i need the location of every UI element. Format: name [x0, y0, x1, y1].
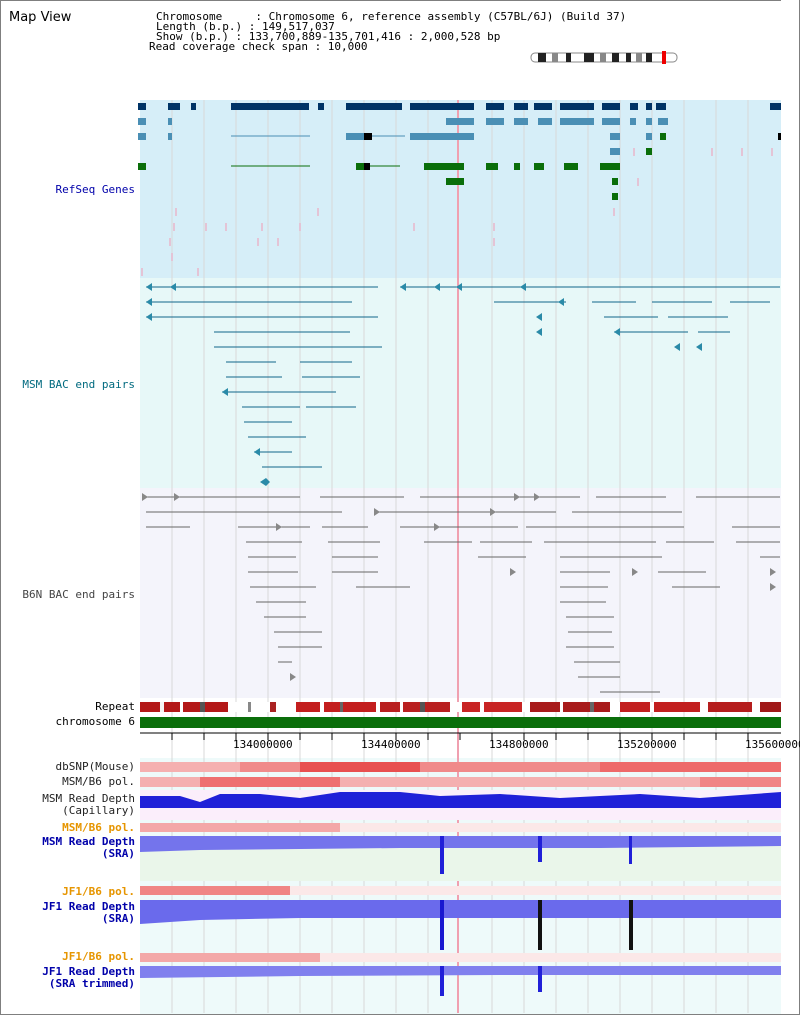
- msm-pol2-label: MSM/B6 pol.: [62, 821, 135, 834]
- repeat-label: Repeat: [95, 700, 135, 713]
- header-chromosome: Chromosome : Chromosome 6, reference ass…: [156, 10, 627, 23]
- jf1-depth-sra-label: JF1 Read Depth (SRA): [42, 900, 135, 925]
- jf1-depth-trim-label: JF1 Read Depth (SRA trimmed): [42, 965, 135, 990]
- msm-depth-cap-label: MSM Read Depth (Capillary): [42, 792, 135, 817]
- right-scroll-gutter: [781, 0, 799, 1013]
- header-coverage: Read coverage check span : 10,000: [149, 40, 368, 53]
- chromosome-ideogram[interactable]: [0, 0, 800, 70]
- msm-bac-label[interactable]: MSM BAC end pairs: [22, 378, 135, 391]
- repeat-bars: [140, 702, 781, 712]
- axis-tick-134800000: 134800000: [489, 738, 549, 751]
- refseq-track[interactable]: [140, 100, 781, 278]
- dbsnp-label: dbSNP(Mouse): [55, 760, 135, 773]
- axis-tick-134400000: 134400000: [361, 738, 421, 751]
- b6n-bac-label[interactable]: B6N BAC end pairs: [22, 588, 135, 601]
- page-title: Map View: [9, 10, 72, 25]
- header-show: Show (b.p.) : 133,700,889-135,701,416 : …: [156, 30, 501, 43]
- axis-tick-135200000: 135200000: [617, 738, 677, 751]
- axis-tick-134000000: 134000000: [233, 738, 293, 751]
- b6n-bac-track[interactable]: [140, 488, 781, 698]
- jf1-pol2-label: JF1/B6 pol.: [62, 950, 135, 963]
- msm-bac-track[interactable]: [140, 278, 781, 488]
- header-length: Length (b.p.) : 149,517,037: [156, 20, 335, 33]
- msm-pol-label: MSM/B6 pol.: [62, 775, 135, 788]
- refseq-label[interactable]: RefSeq Genes: [55, 183, 135, 196]
- chromosome-label: chromosome 6: [55, 715, 135, 728]
- axis-tick-135600000: 135600000: [745, 738, 800, 751]
- msm-depth-sra-label: MSM Read Depth (SRA): [42, 835, 135, 860]
- jf1-pol-label: JF1/B6 pol.: [62, 885, 135, 898]
- chromosome-bar: [140, 717, 781, 728]
